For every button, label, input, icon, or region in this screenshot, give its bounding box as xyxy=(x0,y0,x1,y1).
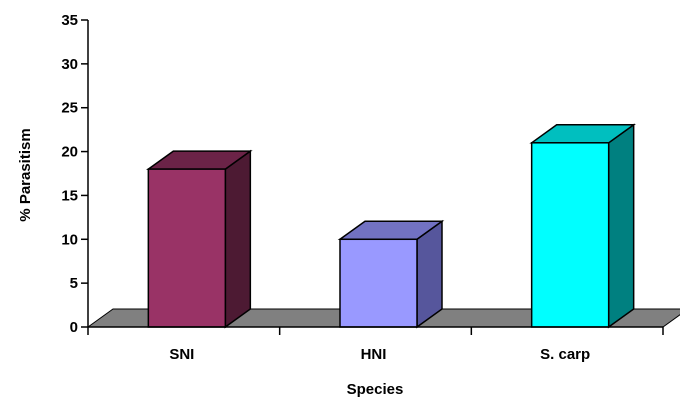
y-tick-label: 5 xyxy=(70,275,78,292)
y-tick-label: 15 xyxy=(61,187,78,204)
y-tick-label: 0 xyxy=(70,319,78,336)
bar-side-face xyxy=(224,149,252,329)
bar-front-face xyxy=(339,238,418,328)
y-tick-label: 25 xyxy=(61,100,78,117)
y-tick-label: 20 xyxy=(61,144,78,161)
y-axis-title: % Parasitism xyxy=(17,128,34,221)
bar-front-face xyxy=(530,142,610,328)
x-tick-label: S. carp xyxy=(540,346,590,363)
bar-sni xyxy=(146,149,253,329)
y-tick-label: 35 xyxy=(61,12,78,29)
x-tick-label: SNI xyxy=(169,346,194,363)
x-tick-label: HNI xyxy=(361,346,387,363)
bar-s-carp xyxy=(529,123,636,329)
bar-front-face xyxy=(147,168,227,328)
y-tick-label: 30 xyxy=(61,56,78,73)
x-axis-title: Species xyxy=(347,381,404,398)
y-tick-label: 10 xyxy=(61,231,78,248)
bar-hni xyxy=(337,219,445,329)
bar-side-face xyxy=(607,123,635,329)
